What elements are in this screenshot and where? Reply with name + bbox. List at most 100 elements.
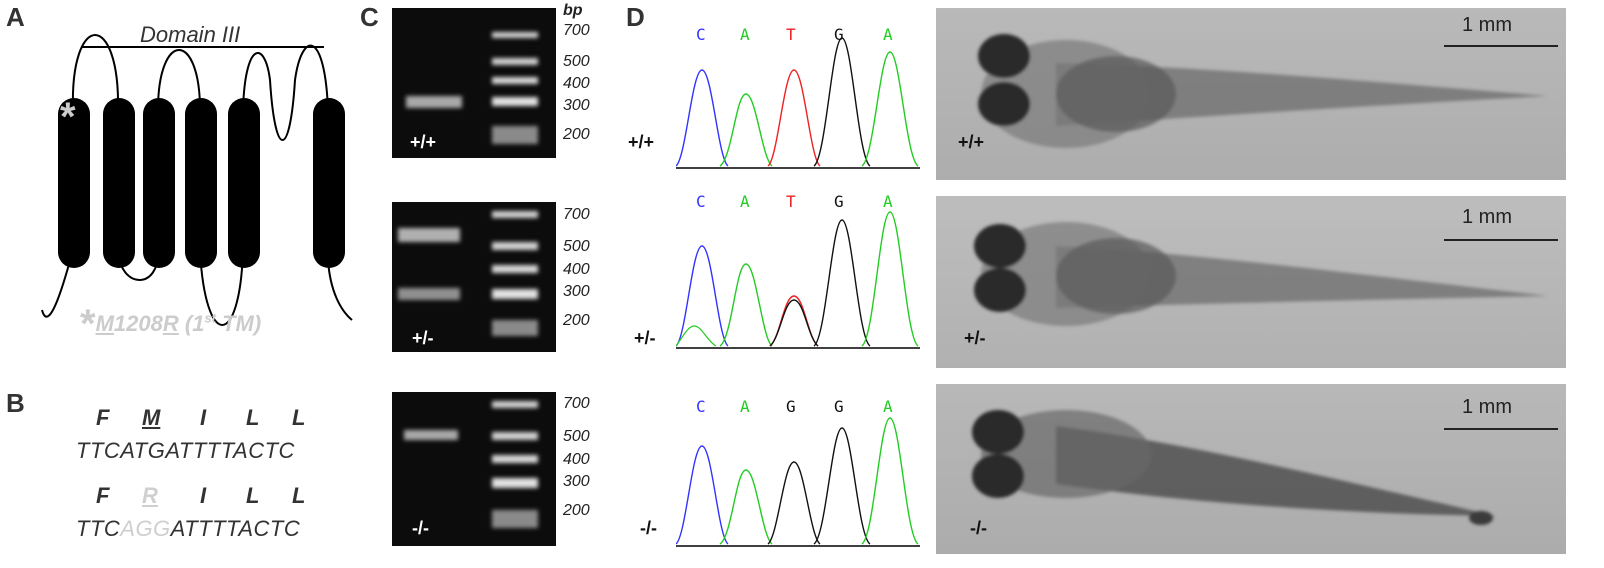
panel-label-b: B [6, 388, 25, 418]
wt-dna-sequence: TTCATGATTTTACTC [76, 438, 295, 463]
base-call-4: G [834, 192, 844, 211]
panel-label-d: D [626, 2, 645, 32]
scale-label-wt: 1 mm [1462, 14, 1512, 36]
base-call-2: A [740, 25, 750, 44]
base-call-1: C [696, 25, 706, 44]
photo-genotype-wt: +/+ [958, 132, 985, 152]
ladder-band-200 [492, 126, 538, 144]
larva-body [1056, 426, 1496, 516]
sample-band-lower [398, 288, 460, 300]
mutation-note-close: TM) [216, 311, 262, 336]
ladder-band-400 [492, 455, 538, 463]
larva-eye-right [972, 454, 1024, 498]
ladder-band-700 [492, 401, 538, 408]
peak-a2 [861, 211, 919, 347]
ladder-label-700: 700 [563, 22, 590, 39]
mutation-star-legend-icon: * [80, 302, 96, 346]
base-call-5: A [883, 192, 893, 211]
chromatogram-het: C A T G A [676, 192, 920, 349]
mut-dna-sequence: TTCAGGATTTTACTC [76, 516, 301, 541]
mut-aa-5: L [292, 483, 306, 508]
ladder-label-300: 300 [563, 283, 590, 300]
ladder-label-200: 200 [563, 312, 590, 329]
minor-peak-a [676, 325, 717, 347]
mutation-label: *M1208R (1st TM) [80, 302, 261, 347]
peak-a2 [861, 417, 919, 545]
base-call-4: G [834, 25, 844, 44]
photo-genotype-het: +/- [964, 328, 986, 348]
ladder-band-400 [492, 265, 538, 273]
larva-eye-left [974, 224, 1026, 268]
intracellular-loop-2 [199, 249, 244, 326]
peak-a [719, 469, 773, 545]
channel-topology-diagram [41, 34, 353, 326]
ladder-band-500 [492, 242, 538, 250]
overlap-peak-g [769, 299, 819, 347]
panel-label-a: A [6, 2, 25, 32]
ladder-label-300: 300 [563, 473, 590, 490]
peak-c [676, 245, 729, 347]
ladder-band-200 [492, 510, 538, 528]
chromatogram-panel: C A T G A C A T G A C A G G A [676, 25, 920, 547]
panel-label-c: C [360, 2, 379, 32]
gel-genotype-het: +/- [412, 328, 434, 348]
tm-segment-s5 [228, 98, 260, 268]
ladder-label-300: 300 [563, 97, 590, 114]
ladder-label-700: 700 [563, 395, 590, 412]
tm-segment-s1 [58, 98, 90, 268]
peak-t [767, 69, 821, 167]
gel-image-het [392, 202, 556, 352]
ladder-label-200: 200 [563, 126, 590, 143]
wt-codon: ATG [120, 438, 166, 463]
wt-aa-1: F [96, 405, 110, 430]
ladder-band-300 [492, 289, 538, 299]
ladder-band-500 [492, 432, 538, 440]
larva-eye-left [972, 410, 1024, 454]
ladder-label-700: 700 [563, 206, 590, 223]
chromatogram-ko: C A G G A [676, 397, 920, 547]
c-terminal-loop [327, 259, 353, 321]
base-call-1: C [696, 192, 706, 211]
mutation-position: 1208 [113, 311, 163, 336]
mut-aa-4: L [246, 483, 260, 508]
peak-c [676, 445, 729, 545]
base-call-2: A [740, 397, 750, 416]
ladder-label-400: 400 [563, 261, 590, 278]
base-call-3: T [786, 192, 796, 211]
scale-label-ko: 1 mm [1462, 396, 1512, 418]
ladder-band-700 [492, 32, 538, 38]
larva-photo-het [936, 196, 1566, 368]
gel-image-ko [392, 392, 556, 546]
tm-segment-s2 [103, 98, 135, 268]
ladder-label-400: 400 [563, 75, 590, 92]
base-call-3: G [786, 397, 796, 416]
mut-codon: AGG [120, 516, 171, 541]
peak-c [676, 69, 729, 167]
p-loop [242, 44, 329, 141]
scale-bar-het [1444, 239, 1558, 241]
larva-yolk [1056, 56, 1176, 132]
base-call-2: A [740, 192, 750, 211]
ladder-label-500: 500 [563, 428, 590, 445]
base-call-5: A [883, 25, 893, 44]
trace-genotype-ko: -/- [640, 518, 657, 538]
ladder-band-400 [492, 77, 538, 84]
ladder-label-400: 400 [563, 451, 590, 468]
gel-genotype-wt: +/+ [410, 132, 437, 152]
larva-body [1056, 246, 1548, 308]
peak-t [769, 295, 819, 347]
larva-eye-left [978, 34, 1030, 78]
peak-g [813, 37, 871, 167]
extracellular-loop-2 [157, 49, 201, 111]
base-call-4: G [834, 397, 844, 416]
ladder-band-200 [492, 320, 538, 336]
gel-image-wt [392, 8, 556, 158]
wt-aa-4: L [246, 405, 260, 430]
mutation-star-icon: * [60, 95, 76, 139]
trace-genotype-het: +/- [634, 328, 656, 348]
scale-bar-wt [1444, 45, 1558, 47]
peak-g [813, 219, 871, 347]
extracellular-loop-1 [71, 34, 120, 111]
peak-a2 [861, 51, 919, 167]
tm-segment-s4 [185, 98, 217, 268]
